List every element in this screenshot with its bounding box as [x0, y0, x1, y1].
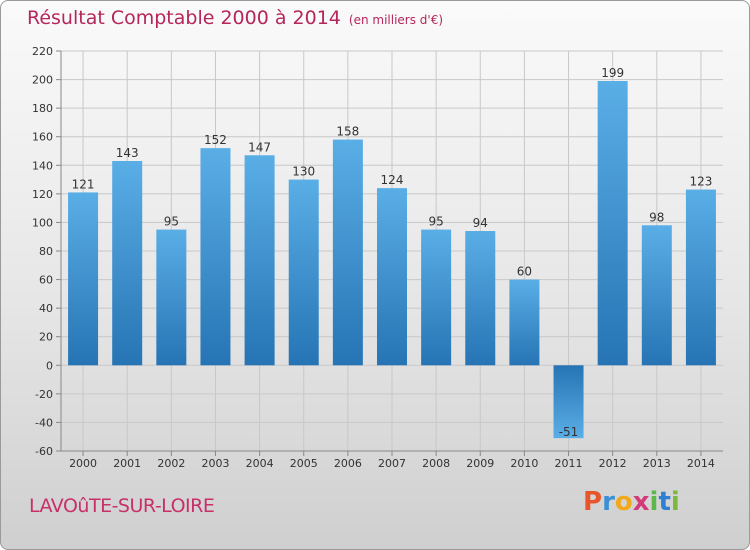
- x-tick-label: 2014: [687, 457, 715, 470]
- axes: -60 -40 -20 0 20 40 60 80 100 120 140 160 180 200 220 2…: [32, 45, 723, 470]
- x-tick-label: 2003: [201, 457, 229, 470]
- y-tick-label: 140: [32, 159, 53, 172]
- y-tick-label: -20: [35, 388, 53, 401]
- bar: [465, 231, 496, 366]
- x-tick-label: 2012: [599, 457, 627, 470]
- logo-letter: r: [602, 487, 615, 517]
- x-tick-label: 2011: [555, 457, 583, 470]
- x-tick-label: 2013: [643, 457, 671, 470]
- bar: [553, 365, 584, 439]
- data-label: 152: [204, 133, 227, 147]
- data-label: 199: [601, 66, 624, 80]
- town-name: LAVOûTE-SUR-LOIRE: [29, 495, 215, 517]
- bar: [112, 161, 143, 366]
- data-label: 123: [689, 175, 712, 189]
- logo-letter: x: [632, 487, 650, 517]
- x-tick-label: 2007: [378, 457, 406, 470]
- chart-unit-label: (en milliers d'€): [348, 13, 444, 27]
- x-tick-label: 2001: [113, 457, 141, 470]
- logo-letter: t: [658, 487, 671, 517]
- x-tick-label: 2009: [466, 457, 494, 470]
- bar: [288, 179, 319, 366]
- bar: [332, 139, 363, 366]
- x-tick-label: 2010: [510, 457, 538, 470]
- logo-letter: P: [583, 487, 603, 517]
- data-label: 60: [517, 265, 532, 279]
- y-tick-label: 20: [39, 331, 53, 344]
- bar: [641, 225, 672, 366]
- data-label: -51: [559, 425, 579, 439]
- bar: [421, 229, 452, 366]
- y-tick-label: 120: [32, 188, 53, 201]
- y-tick-label: 40: [39, 302, 53, 315]
- x-tick-label: 2006: [334, 457, 362, 470]
- proxiti-logo: Proxiti: [583, 487, 680, 517]
- y-tick-label: 80: [39, 245, 53, 258]
- chart-title: Résultat Comptable 2000 à 2014 (en millie…: [27, 7, 443, 29]
- data-label: 121: [72, 177, 95, 191]
- logo-letter: o: [614, 487, 633, 517]
- data-label: 158: [336, 125, 359, 139]
- data-label: 124: [381, 173, 404, 187]
- data-label: 130: [292, 165, 315, 179]
- y-tick-label: -60: [35, 445, 53, 458]
- bar: [509, 279, 540, 366]
- x-tick-label: 2002: [157, 457, 185, 470]
- y-tick-label: 60: [39, 274, 53, 287]
- data-label: 95: [428, 215, 443, 229]
- bar: [68, 192, 99, 366]
- chart-title-text: Résultat Comptable 2000 à 2014: [27, 7, 341, 29]
- y-tick-label: -40: [35, 416, 53, 429]
- data-label: 95: [164, 215, 179, 229]
- data-label: 147: [248, 140, 271, 154]
- bar: [685, 189, 716, 366]
- data-label: 94: [473, 216, 488, 230]
- data-labels: 121 143 95 152 147 130 158 124 95 94 60 -51 199 98 123: [72, 66, 713, 439]
- bar: [244, 155, 275, 366]
- y-tick-label: 220: [32, 45, 53, 58]
- x-tick-label: 2004: [246, 457, 274, 470]
- bars: [68, 81, 716, 439]
- data-label: 143: [116, 146, 139, 160]
- y-tick-label: 0: [46, 359, 53, 372]
- bar: [377, 188, 407, 366]
- y-tick-label: 180: [32, 102, 53, 115]
- bar: [597, 81, 628, 366]
- x-tick-label: 2005: [290, 457, 318, 470]
- x-tick-label: 2008: [422, 457, 450, 470]
- y-tick-label: 160: [32, 131, 53, 144]
- logo-letter: i: [670, 487, 680, 517]
- y-tick-label: 200: [32, 74, 53, 87]
- bar: [200, 148, 231, 366]
- logo-letter: i: [649, 487, 659, 517]
- y-tick-label: 100: [32, 216, 53, 229]
- bar: [156, 229, 187, 366]
- data-label: 98: [649, 210, 664, 224]
- x-tick-label: 2000: [69, 457, 97, 470]
